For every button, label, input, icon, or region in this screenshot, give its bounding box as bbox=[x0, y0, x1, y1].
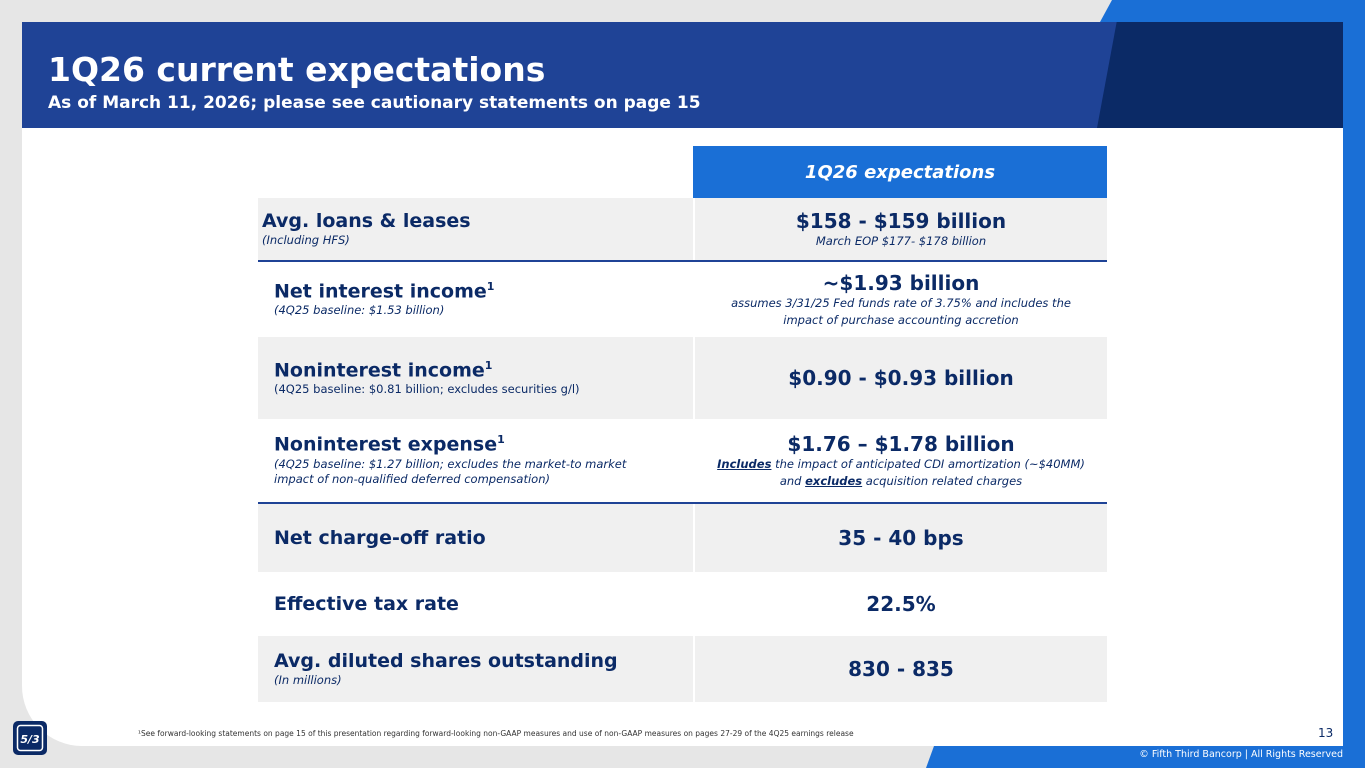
page-number: 13 bbox=[1318, 726, 1334, 740]
page-subtitle: As of March 11, 2026; please see caution… bbox=[48, 93, 701, 113]
header-dark-panel bbox=[1097, 22, 1343, 128]
row-value-cell: $0.90 - $0.93 billion bbox=[693, 337, 1107, 419]
row-value-cell: 22.5% bbox=[693, 572, 1107, 636]
accent-bottom-bar bbox=[926, 746, 1365, 768]
footnote-marker: 1 bbox=[486, 280, 495, 294]
row-value: $1.76 – $1.78 billion bbox=[787, 432, 1015, 457]
table-row: Effective tax rate 22.5% bbox=[258, 572, 1107, 636]
note-middle: the impact of anticipated CDI amortizati… bbox=[771, 457, 1085, 488]
includes-emphasis: Includes bbox=[717, 457, 772, 472]
row-label-cell: Avg. diluted shares outstanding (In mill… bbox=[258, 636, 693, 702]
row-value: 22.5% bbox=[866, 592, 936, 616]
row-sublabel: (4Q25 baseline: $0.81 billion; excludes … bbox=[274, 381, 580, 396]
row-value: 830 - 835 bbox=[848, 657, 954, 681]
note-end: acquisition related charges bbox=[862, 473, 1023, 488]
row-label-cell: Net interest income1 (4Q25 baseline: $1.… bbox=[258, 262, 693, 337]
row-label: Effective tax rate bbox=[274, 592, 459, 615]
copyright-text: © Fifth Third Bancorp | All Rights Reser… bbox=[1139, 749, 1343, 760]
row-value: ~$1.93 billion bbox=[822, 271, 980, 296]
accent-right-bar bbox=[1343, 0, 1365, 768]
page-title: 1Q26 current expectations bbox=[48, 50, 546, 89]
footnote: ¹See forward-looking statements on page … bbox=[138, 729, 854, 738]
footnote-marker: 1 bbox=[497, 433, 505, 447]
row-label-cell: Avg. loans & leases (Including HFS) bbox=[258, 198, 693, 260]
accent-top-bar bbox=[1100, 0, 1365, 22]
table-row: Avg. diluted shares outstanding (In mill… bbox=[258, 636, 1107, 702]
row-value: $158 - $159 billion bbox=[795, 208, 1007, 233]
row-label: Noninterest expense1 bbox=[274, 433, 693, 456]
row-sublabel: (In millions) bbox=[274, 672, 342, 687]
row-value-note: March EOP $177- $178 billion bbox=[815, 233, 987, 248]
slide: 1Q26 current expectations As of March 11… bbox=[22, 22, 1343, 746]
row-value-cell: ~$1.93 billion assumes 3/31/25 Fed funds… bbox=[693, 262, 1107, 337]
row-sublabel: (Including HFS) bbox=[262, 232, 350, 247]
row-label-cell: Noninterest expense1 (4Q25 baseline: $1.… bbox=[258, 419, 693, 502]
row-value: 35 - 40 bps bbox=[838, 526, 964, 550]
row-label-cell: Net charge-off ratio bbox=[258, 504, 693, 572]
row-value-note: assumes 3/31/25 Fed funds rate of 3.75% … bbox=[731, 296, 1071, 327]
column-header: 1Q26 expectations bbox=[693, 146, 1107, 198]
row-label: Noninterest income1 bbox=[274, 359, 693, 382]
table-row: Net interest income1 (4Q25 baseline: $1.… bbox=[258, 262, 1107, 337]
logo-mark: 5/3 bbox=[16, 724, 44, 752]
table-row: Net charge-off ratio 35 - 40 bps bbox=[258, 504, 1107, 572]
logo-text: 5/3 bbox=[20, 733, 40, 746]
row-sublabel: (4Q25 baseline: $1.27 billion; excludes … bbox=[274, 456, 627, 487]
row-label-text: Noninterest expense bbox=[274, 433, 498, 456]
table-row: Avg. loans & leases (Including HFS) $158… bbox=[258, 198, 1107, 262]
table-row: Noninterest income1 (4Q25 baseline: $0.8… bbox=[258, 337, 1107, 419]
excludes-emphasis: excludes bbox=[805, 473, 863, 488]
table-row: Noninterest expense1 (4Q25 baseline: $1.… bbox=[258, 419, 1107, 504]
row-label-text: Noninterest income bbox=[274, 359, 485, 381]
row-value: $0.90 - $0.93 billion bbox=[788, 366, 1014, 390]
row-label-cell: Effective tax rate bbox=[258, 572, 693, 636]
row-value-cell: $158 - $159 billion March EOP $177- $178… bbox=[693, 198, 1107, 260]
row-label: Avg. loans & leases bbox=[262, 209, 471, 232]
row-value-note: Includes the impact of anticipated CDI a… bbox=[706, 456, 1096, 488]
row-label: Net interest income1 bbox=[274, 280, 693, 303]
row-value-cell: 830 - 835 bbox=[693, 636, 1107, 702]
row-label: Avg. diluted shares outstanding bbox=[274, 649, 618, 672]
row-label-text: Net interest income bbox=[274, 280, 487, 303]
fifth-third-logo-icon: 5/3 bbox=[13, 721, 47, 755]
row-sublabel: (4Q25 baseline: $1.53 billion) bbox=[274, 303, 445, 318]
row-value-cell: $1.76 – $1.78 billion Includes the impac… bbox=[693, 419, 1107, 502]
row-label-cell: Noninterest income1 (4Q25 baseline: $0.8… bbox=[258, 337, 693, 419]
footnote-marker: 1 bbox=[484, 358, 493, 372]
row-value-cell: 35 - 40 bps bbox=[693, 504, 1107, 572]
row-label: Net charge-off ratio bbox=[274, 526, 486, 549]
